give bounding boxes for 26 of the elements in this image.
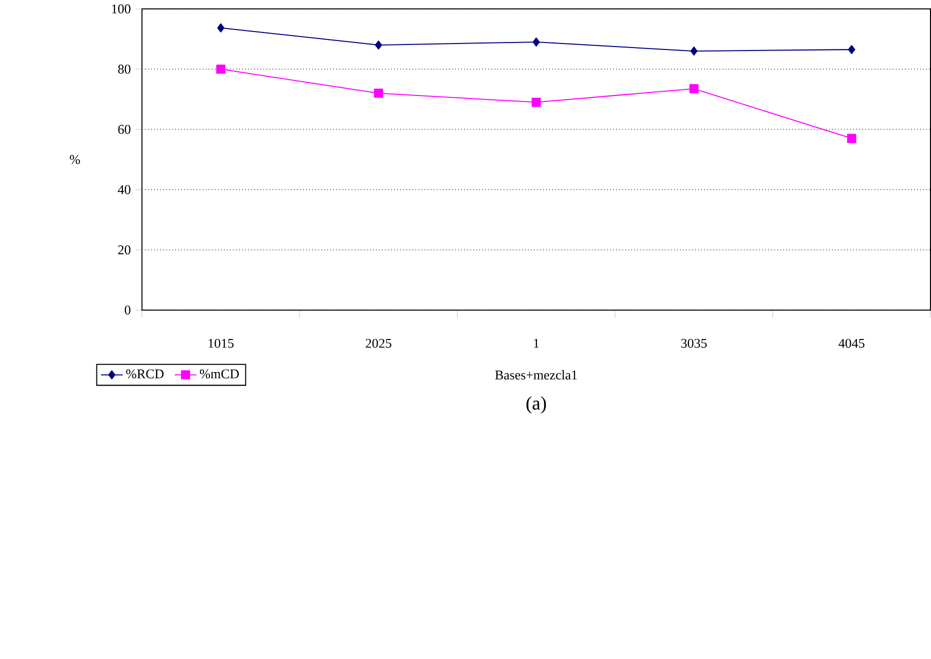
text: (a) xyxy=(526,396,546,414)
legend-label: %RCD xyxy=(126,369,164,378)
point xyxy=(848,44,856,54)
point xyxy=(532,37,540,46)
point xyxy=(217,23,224,32)
point xyxy=(689,84,698,94)
x-tick-label: 1 xyxy=(534,338,539,348)
y-axis-title: % xyxy=(70,154,80,164)
y-tick-label: 100 xyxy=(112,4,130,14)
x-axis-title: Bases+mezcla1 xyxy=(495,370,577,380)
y-tick-label: 0 xyxy=(124,305,130,314)
point xyxy=(216,64,226,74)
y-tick-label: 40 xyxy=(118,184,130,194)
point xyxy=(847,134,856,143)
point xyxy=(690,46,698,56)
x-tick-label: 4045 xyxy=(838,338,864,348)
y-tick-label: 60 xyxy=(118,124,130,134)
x-tick-label: 1015 xyxy=(208,338,234,348)
x-tick-label: 2025 xyxy=(366,338,392,348)
legend-label: %mCD xyxy=(200,369,239,378)
point xyxy=(374,88,384,98)
y-tick-label: 80 xyxy=(118,64,130,74)
x-tick-label: 3035 xyxy=(681,338,707,348)
y-tick-label: 20 xyxy=(118,245,130,254)
point xyxy=(374,40,382,50)
point xyxy=(532,97,541,107)
